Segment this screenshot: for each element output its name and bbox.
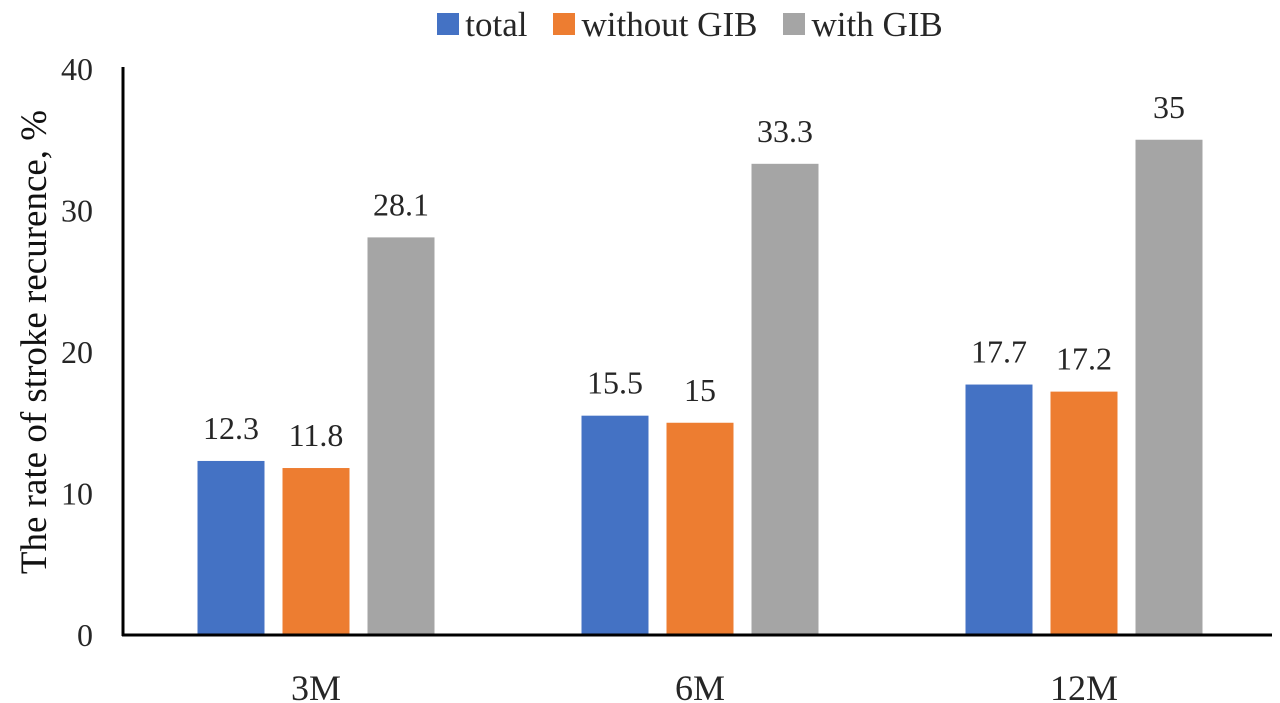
legend: total without GIB with GIB	[0, 0, 1280, 48]
legend-swatch-with-gib	[783, 13, 806, 35]
bar-with-gib-12m	[1135, 139, 1203, 635]
x-tick-label-12m: 12M	[1050, 668, 1118, 703]
y-tick-label: 10	[61, 476, 93, 512]
bar-without-gib-3m	[282, 468, 350, 635]
legend-item-with-gib: with GIB	[783, 4, 943, 44]
legend-label-with-gib: with GIB	[811, 4, 943, 44]
legend-item-total: total	[437, 7, 527, 42]
data-label: 11.8	[289, 417, 344, 453]
bar-total-3m	[197, 460, 265, 635]
y-tick-label: 0	[77, 617, 93, 653]
data-label: 15	[684, 372, 716, 408]
bar-total-6m	[581, 415, 649, 635]
bar-without-gib-6m	[666, 422, 734, 635]
bar-with-gib-3m	[367, 237, 435, 635]
data-label: 17.2	[1056, 341, 1112, 377]
data-label: 15.5	[587, 365, 643, 401]
data-label: 12.3	[203, 410, 259, 446]
y-tick-label: 40	[61, 51, 93, 87]
legend-label-without-gib: without GIB	[581, 4, 758, 44]
bar-without-gib-12m	[1050, 391, 1118, 635]
x-tick-label-6m: 6M	[675, 668, 725, 703]
bar-with-gib-6m	[751, 163, 819, 635]
legend-item-without-gib: without GIB	[553, 7, 757, 42]
bar-total-12m	[965, 384, 1033, 635]
legend-swatch-total	[437, 13, 460, 35]
data-label: 35	[1153, 89, 1185, 125]
data-label: 17.7	[971, 334, 1027, 370]
data-label: 33.3	[757, 113, 813, 149]
y-tick-label: 20	[61, 334, 93, 370]
data-label: 28.1	[373, 186, 429, 222]
x-tick-label-3m: 3M	[291, 668, 341, 703]
legend-label-total: total	[465, 4, 528, 44]
legend-swatch-without-gib	[553, 13, 576, 35]
y-tick-label: 30	[61, 193, 93, 229]
